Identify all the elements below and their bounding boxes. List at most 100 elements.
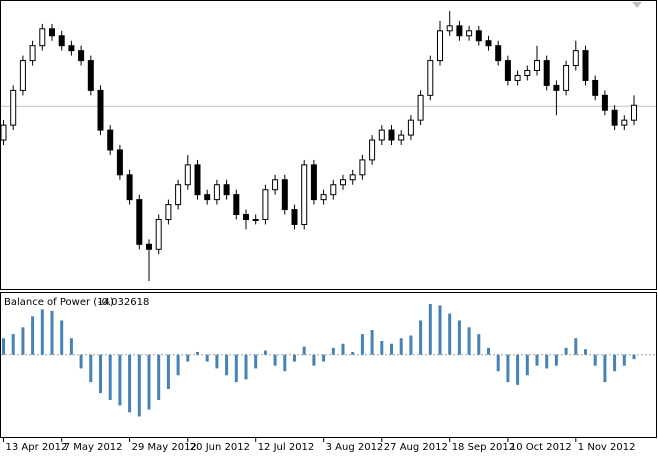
bop-bar — [234, 354, 238, 383]
x-tick-label: 3 Aug 2012 — [326, 442, 384, 453]
bop-bar — [496, 354, 500, 372]
candle-body — [0, 124, 7, 141]
bop-bar — [11, 334, 15, 355]
bop-bar — [137, 354, 141, 417]
bop-bar — [225, 354, 229, 376]
candle-body — [116, 149, 123, 176]
bop-bar — [409, 335, 413, 355]
candle-body — [359, 159, 366, 176]
candle-body — [621, 119, 628, 126]
candle-body — [19, 60, 26, 91]
bop-bar — [108, 354, 112, 400]
bop-bar — [632, 354, 636, 360]
bop-bar — [322, 354, 326, 362]
bop-bar — [399, 338, 403, 355]
candle-body — [611, 109, 618, 126]
candle-body — [233, 194, 240, 216]
bop-bar — [50, 310, 54, 355]
candle-body — [466, 30, 473, 37]
candle-body — [330, 184, 337, 196]
candle-body — [291, 209, 298, 225]
bop-bar — [351, 351, 355, 355]
bop-bar — [390, 343, 393, 355]
candle-body — [223, 184, 230, 196]
bop-bar — [2, 338, 5, 355]
bop-bar — [467, 327, 471, 355]
candle-body — [524, 70, 531, 76]
x-tick-label: 7 May 2012 — [64, 442, 123, 453]
candle-body — [388, 129, 395, 141]
candle-body — [427, 60, 434, 96]
candle-body — [213, 184, 220, 201]
bop-bar — [545, 354, 549, 369]
candle-body — [204, 194, 211, 201]
candle-body — [631, 104, 637, 121]
bop-bar — [487, 347, 490, 355]
candle-body — [39, 28, 46, 47]
bop-bar — [525, 354, 529, 376]
bop-bar — [506, 354, 510, 383]
candle-body — [272, 179, 279, 191]
candle-body — [514, 74, 521, 81]
bop-bar — [79, 354, 83, 369]
candle-body — [126, 174, 133, 201]
candle-body — [398, 134, 405, 141]
bop-bar — [341, 343, 345, 355]
x-tick-label: 20 Jun 2012 — [190, 442, 250, 453]
candle-body — [301, 164, 308, 225]
candle-body — [58, 35, 65, 47]
candle-body — [417, 94, 424, 121]
candle-body — [107, 129, 114, 151]
bop-bar — [428, 303, 432, 355]
indicator-value: -0.032618 — [98, 297, 149, 308]
x-tick-label: 10 Oct 2012 — [510, 442, 572, 453]
bop-bar — [166, 354, 170, 389]
bop-bar — [147, 354, 151, 410]
bop-bar — [613, 354, 617, 372]
candle-body — [592, 79, 599, 96]
indicator-title: Balance of Power (14) — [4, 297, 114, 308]
candle-body — [136, 199, 143, 245]
candle-body — [165, 204, 172, 220]
x-tick-label: 18 Sep 2012 — [452, 442, 515, 453]
bop-bar — [99, 354, 102, 394]
bop-bar — [186, 354, 190, 362]
bop-bar — [448, 313, 452, 355]
candle-body — [87, 60, 94, 91]
candle-body — [446, 25, 453, 32]
x-tick-label: 12 Jul 2012 — [258, 442, 315, 453]
candle-body — [582, 50, 589, 81]
scroll-marker — [632, 2, 642, 8]
bop-bar — [370, 330, 374, 355]
x-tick-label: 1 Nov 2012 — [578, 442, 636, 453]
bop-bar — [196, 351, 199, 355]
candle-body — [563, 65, 570, 91]
bop-bar — [128, 354, 132, 413]
bop-bar — [157, 354, 161, 400]
x-tick-label: 13 Apr 2012 — [6, 442, 68, 453]
candle-body — [601, 94, 608, 111]
candle-body — [495, 45, 502, 62]
bop-bar — [254, 354, 258, 369]
candle-body — [543, 60, 550, 86]
bop-bar — [419, 320, 423, 355]
candle-body — [29, 45, 36, 62]
candle-body — [78, 50, 85, 62]
bop-bar — [564, 347, 568, 355]
bop-bar — [622, 354, 626, 366]
bop-bar — [312, 354, 316, 366]
candle-body — [378, 129, 385, 141]
candle-body — [534, 60, 540, 72]
candle-body — [310, 164, 317, 201]
bop-bar — [380, 341, 384, 355]
candle-body — [572, 50, 579, 67]
indicator-panel — [0, 292, 657, 438]
candle-body — [349, 174, 356, 181]
bop-bar — [31, 316, 35, 355]
bop-bar — [40, 309, 44, 355]
candle-body — [369, 139, 376, 161]
candle-body — [155, 218, 162, 250]
bop-bar — [244, 354, 248, 380]
x-tick-label: 29 May 2012 — [132, 442, 197, 453]
